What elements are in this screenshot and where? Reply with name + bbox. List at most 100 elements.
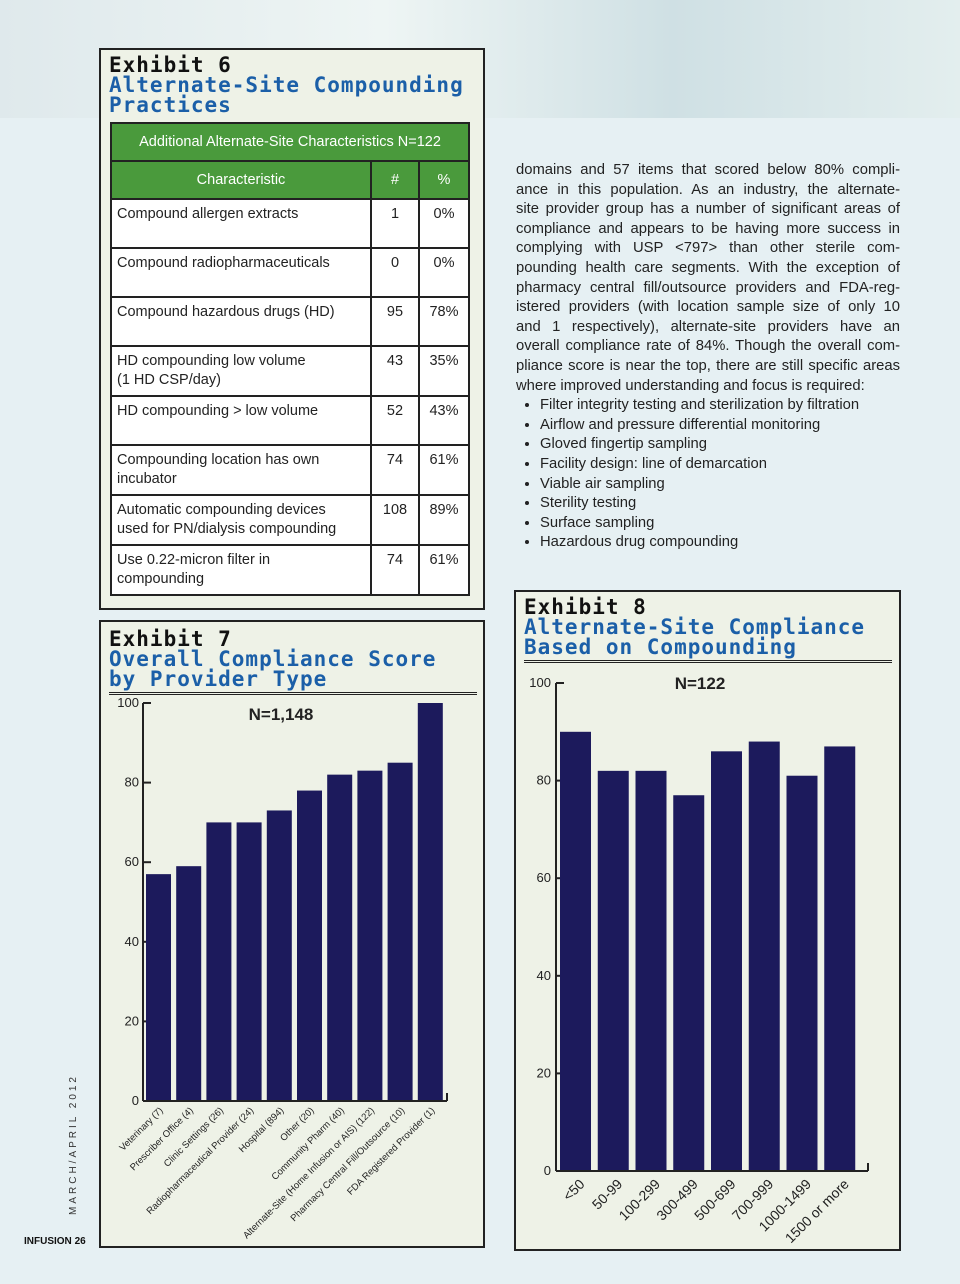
annotation: N=122	[675, 674, 726, 693]
table-cell: 74	[370, 444, 420, 496]
text-line: site provider group has a number of sign…	[516, 201, 900, 218]
table-row: Automatic compounding devices used for P…	[110, 494, 470, 546]
bullet: Sterility testing	[540, 494, 900, 514]
header-row: Characteristic #%	[110, 160, 470, 200]
table-cell: 43%	[418, 395, 470, 446]
table-cell: Compound radiopharmaceuticals	[110, 247, 372, 298]
y-tick-label: 80	[537, 773, 551, 788]
x-tick-label: <50	[560, 1176, 588, 1204]
bullet: Hazardous drug compounding	[540, 533, 900, 553]
exhibit-title: Alternate-Site Compounding Practices	[109, 73, 464, 117]
y-tick-label: 40	[125, 934, 139, 949]
article: domains and 57 items that scored below 8…	[516, 161, 900, 553]
bullet: Airflow and pressure differential monito…	[540, 416, 900, 436]
table-cell: Automatic compounding devices used for P…	[110, 494, 372, 546]
bar	[635, 770, 667, 1171]
table-cell: 0%	[418, 247, 470, 298]
table-row: Compound allergen extracts 1 0%	[110, 198, 470, 249]
table-cell: 35%	[418, 345, 470, 397]
bar	[146, 874, 171, 1101]
y-tick-label: 0	[544, 1163, 551, 1178]
caption-row: Additional Alternate-Site Characteristic…	[110, 122, 470, 162]
text-line: ance in this population. As an industry,…	[516, 181, 900, 198]
table-cell: Compound allergen extracts	[110, 198, 372, 249]
table-row: Compound hazardous drugs (HD) 95 78%	[110, 296, 470, 347]
text-line: pliance score is near the top, there are…	[516, 357, 900, 374]
table-cell: 89%	[418, 494, 470, 546]
table-cell: Compound hazardous drugs (HD)	[110, 296, 372, 347]
table-cell: Use 0.22-micron filter in compounding	[110, 544, 372, 596]
table-caption: Additional Alternate-Site Characteristic…	[110, 122, 470, 162]
bar	[327, 774, 353, 1101]
page-number: 26	[74, 1236, 86, 1247]
bullet: Gloved fingertip sampling	[540, 435, 900, 455]
table-row: Compound radiopharmaceuticals 0 0%	[110, 247, 470, 298]
bar	[206, 822, 232, 1101]
bar	[236, 822, 262, 1101]
exhibit-label: Exhibit 7	[109, 627, 232, 651]
exhibit-title: Overall Compliance Score by Provider Typ…	[109, 649, 477, 695]
text-line: and 1 respectively), alternate-site prov…	[516, 318, 900, 335]
annotation: N=1,148	[249, 705, 314, 724]
text-line: pharmacy central fill/outsource provider…	[516, 279, 900, 296]
table-row: HD compounding > low volume 52 43%	[110, 395, 470, 446]
text-line: where improved understanding and focus i…	[516, 377, 865, 394]
table-cell: 43	[370, 345, 420, 397]
y-tick-label: 100	[117, 695, 139, 710]
table-cell: 61%	[418, 544, 470, 596]
bar	[824, 746, 856, 1171]
bullet: Facility design: line of demarcation	[540, 455, 900, 475]
exhibit-title: Alternate-Site Compliance Based on Compo…	[524, 617, 892, 663]
bar	[387, 762, 413, 1101]
issue-date: MARCH/APRIL 2012	[68, 1074, 79, 1215]
table-cell: HD compounding low volume (1 HD CSP/day)	[110, 345, 372, 397]
table-cell: 108	[370, 494, 420, 546]
table-cell: 0%	[418, 198, 470, 249]
table-cell: 0	[370, 247, 420, 298]
exhibit-6: Exhibit 6 Alternate-Site Compounding Pra…	[99, 48, 485, 610]
table-cell: 1	[370, 198, 420, 249]
bar	[711, 751, 742, 1171]
exhibit-label: Exhibit 8	[524, 595, 647, 619]
text-line: domains and 57 items that scored below 8…	[516, 162, 900, 178]
bullet: Viable air sampling	[540, 475, 900, 495]
footer: INFUSION 26	[24, 1236, 86, 1247]
text-line: istered providers (with location sample …	[516, 299, 900, 316]
table-cell: HD compounding > low volume	[110, 395, 372, 446]
table-cell: 78%	[418, 296, 470, 347]
table-row: Use 0.22-micron filter in compounding 74 6…	[110, 544, 470, 596]
table-row: Compounding location has own incubator 74…	[110, 444, 470, 496]
y-tick-label: 60	[125, 854, 139, 869]
bar	[673, 795, 705, 1171]
bar	[266, 810, 292, 1101]
table: Additional Alternate-Site Characteristic…	[110, 122, 470, 596]
y-tick-label: 20	[537, 1065, 551, 1080]
y-tick-label: 60	[537, 870, 551, 885]
exhibit-label: Exhibit 6	[109, 53, 232, 77]
bar	[786, 775, 818, 1171]
text-line: overall compliance rate of 84%. Though t…	[516, 338, 900, 355]
column-header: Characteristic	[110, 160, 372, 200]
table-cell: 52	[370, 395, 420, 446]
brand: INFUSION	[24, 1236, 72, 1247]
text-line: pounding health care segments. With the …	[516, 259, 900, 276]
column-header: #	[370, 160, 420, 200]
bar	[560, 731, 591, 1171]
table-cell: 74	[370, 544, 420, 596]
bar	[357, 770, 383, 1101]
table-cell: 95	[370, 296, 420, 347]
text-line: complying with USP <797> than other ster…	[516, 240, 900, 257]
bar	[297, 790, 322, 1101]
bar	[597, 770, 629, 1171]
bullet-list: Filter integrity testing and sterilizati…	[516, 396, 900, 553]
y-tick-label: 40	[537, 968, 551, 983]
bar	[176, 866, 202, 1101]
table-row: HD compounding low volume (1 HD CSP/day)…	[110, 345, 470, 397]
y-tick-label: 100	[529, 675, 551, 690]
bullet: Filter integrity testing and sterilizati…	[540, 396, 900, 416]
table-cell: Compounding location has own incubator	[110, 444, 372, 496]
bar	[417, 703, 443, 1101]
